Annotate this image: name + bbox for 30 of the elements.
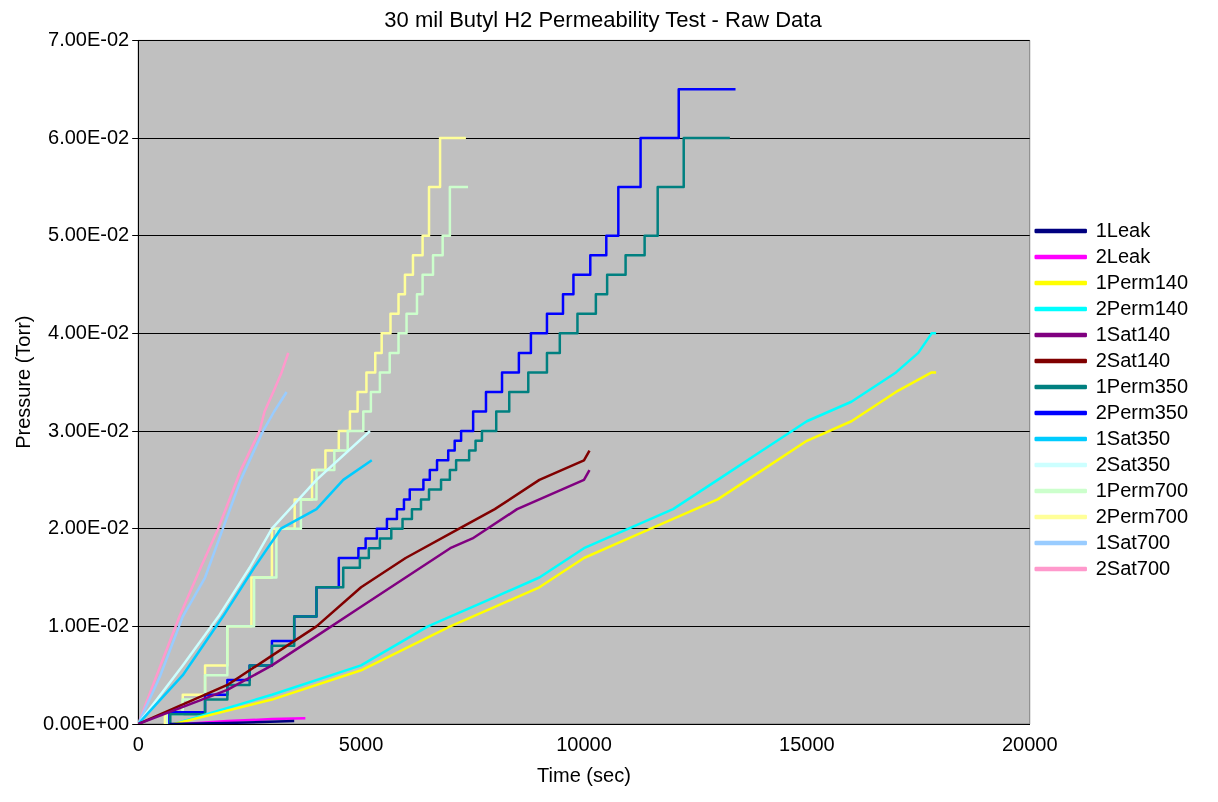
legend-label: 1Perm140 xyxy=(1095,270,1189,293)
chart-title: 30 mil Butyl H2 Permeability Test - Raw Data xyxy=(384,7,823,33)
y-tick-label: 4.00E-02 xyxy=(48,320,130,343)
x-tick-label: 20000 xyxy=(1001,732,1058,755)
y-axis-title: Pressure (Torr) xyxy=(11,315,34,449)
x-tick-label: 5000 xyxy=(338,732,384,755)
y-tick-label: 2.00E-02 xyxy=(48,516,130,539)
x-axis-title: Time (sec) xyxy=(537,763,631,786)
legend-label: 1Sat350 xyxy=(1095,426,1171,449)
y-tick-label: 0.00E+00 xyxy=(42,711,130,734)
y-tick-label: 1.00E-02 xyxy=(48,613,130,636)
legend-label: 1Sat700 xyxy=(1095,530,1171,553)
x-tick-label: 10000 xyxy=(556,732,612,755)
legend-label: 2Sat140 xyxy=(1095,348,1171,371)
x-tick-label: 0 xyxy=(132,732,144,755)
legend-label: 1Sat140 xyxy=(1095,322,1171,345)
legend-label: 2Leak xyxy=(1095,244,1152,267)
legend-label: 2Perm140 xyxy=(1095,296,1189,319)
x-tick-label: 15000 xyxy=(779,732,835,755)
legend-label: 2Sat350 xyxy=(1095,452,1171,475)
y-tick-label: 7.00E-02 xyxy=(48,27,130,50)
y-tick-label: 5.00E-02 xyxy=(48,223,130,246)
legend-label: 2Perm350 xyxy=(1095,400,1189,423)
legend-label: 1Leak xyxy=(1095,218,1152,241)
y-tick-label: 6.00E-02 xyxy=(48,125,130,148)
legend-label: 1Perm350 xyxy=(1095,374,1189,397)
legend-label: 2Sat700 xyxy=(1095,556,1171,579)
legend-label: 2Perm700 xyxy=(1095,504,1189,527)
legend-label: 1Perm700 xyxy=(1095,478,1189,501)
y-tick-label: 3.00E-02 xyxy=(48,418,130,441)
